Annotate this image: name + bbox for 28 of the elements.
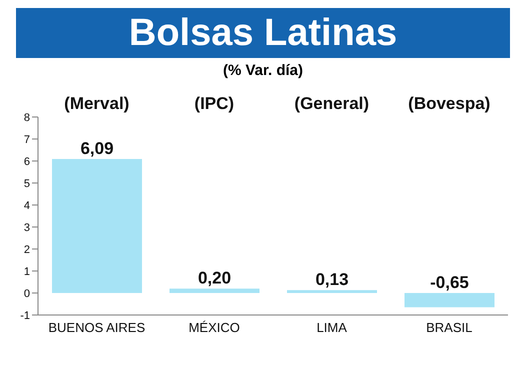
x-tick-label: BUENOS AIRES bbox=[48, 320, 146, 336]
data-label: 6,09 bbox=[80, 139, 114, 158]
y-tick-label: 0 bbox=[24, 288, 30, 300]
y-tick-label: 3 bbox=[24, 222, 30, 234]
data-label: 0,13 bbox=[315, 270, 349, 290]
data-label: -0,65 bbox=[430, 273, 469, 292]
chart-subtitle: (% Var. día) bbox=[222, 62, 304, 79]
text: (Bovespa) bbox=[408, 94, 490, 113]
x-tick-label: LIMA bbox=[316, 320, 348, 336]
x-tick-label: MÉXICO bbox=[188, 320, 240, 336]
x-tick-label: BRASIL bbox=[426, 320, 472, 336]
text: (General) bbox=[294, 94, 370, 113]
y-tick-label: -1 bbox=[20, 310, 30, 322]
y-tick-label: 2 bbox=[24, 244, 30, 256]
data-label: 0,20 bbox=[198, 268, 232, 288]
bar bbox=[404, 293, 494, 308]
text: (IPC) bbox=[194, 94, 234, 113]
y-tick-label: 8 bbox=[24, 112, 30, 124]
chart-title: Bolsas Latinas bbox=[16, 8, 510, 58]
y-tick-label: 7 bbox=[24, 134, 30, 146]
y-tick-label: 4 bbox=[24, 200, 30, 212]
text: (Merval) bbox=[64, 94, 130, 113]
y-tick-label: 5 bbox=[24, 178, 30, 190]
y-tick-label: 1 bbox=[24, 266, 30, 278]
bar bbox=[287, 290, 377, 293]
bar bbox=[170, 288, 260, 293]
bar bbox=[52, 159, 142, 293]
y-tick-label: 6 bbox=[24, 156, 30, 168]
